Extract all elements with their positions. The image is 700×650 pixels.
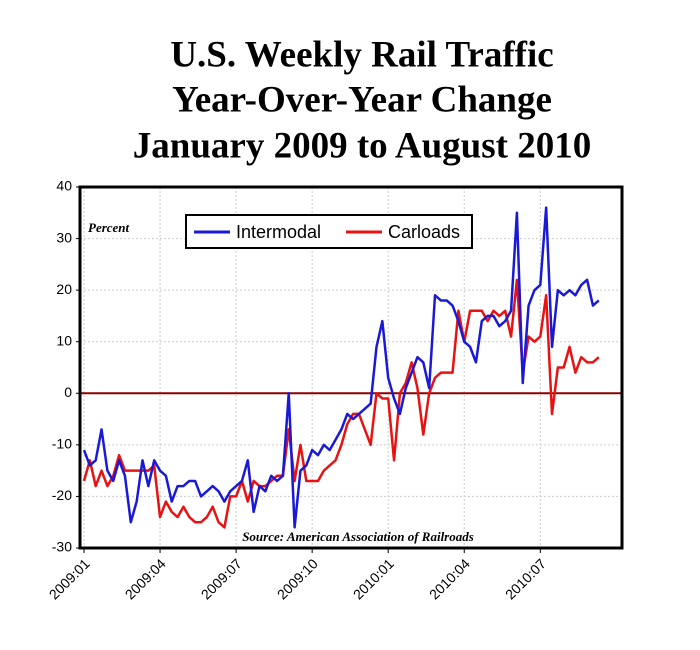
y-tick-label: 0 (64, 384, 72, 400)
chart-title: U.S. Weekly Rail Traffic (170, 34, 553, 75)
legend-box (185, 214, 473, 249)
legend-label: Carloads (388, 222, 460, 242)
x-tick-label: 2010:07 (502, 555, 549, 602)
plot-frame (78, 185, 624, 550)
y-tick-label: 10 (56, 332, 72, 348)
annotation: Percent (88, 220, 130, 235)
x-tick-label: 2010:01 (350, 555, 397, 602)
x-tick-label: 2010:04 (426, 555, 473, 602)
annotation: Source: American Association of Railroad… (242, 529, 474, 544)
y-tick-label: -20 (52, 487, 72, 503)
y-tick-label: 20 (56, 281, 72, 297)
y-tick-label: 40 (56, 178, 72, 194)
y-tick-label: -10 (52, 436, 72, 452)
x-tick-label: 2009:04 (122, 555, 169, 602)
legend-label: Intermodal (236, 222, 321, 242)
data-line (82, 206, 600, 529)
x-tick-label: 2009:07 (198, 555, 245, 602)
x-tick-label: 2009:01 (46, 555, 93, 602)
chart-title: January 2009 to August 2010 (133, 125, 591, 166)
data-line (82, 278, 600, 529)
x-tick-label: 2009:10 (274, 555, 321, 602)
y-tick-label: -30 (52, 539, 72, 555)
y-tick-label: 30 (56, 229, 72, 245)
chart-title: Year-Over-Year Change (172, 79, 552, 120)
